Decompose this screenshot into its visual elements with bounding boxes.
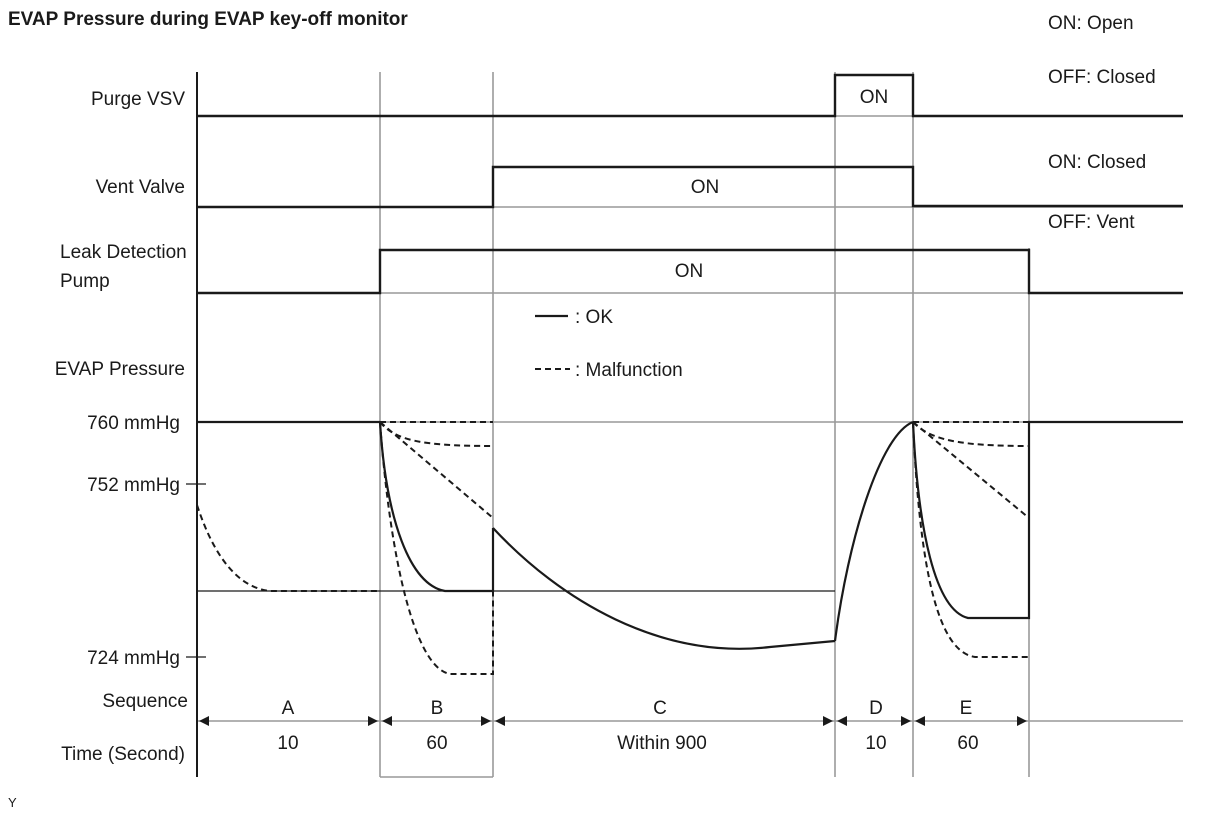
sequence-row-label: Sequence <box>102 691 188 712</box>
pressure-ok-traces <box>197 420 1183 650</box>
phase-d-name: D <box>869 698 883 719</box>
footer-mark: Y <box>8 795 17 810</box>
diagram-title: EVAP Pressure during EVAP key-off monito… <box>8 9 408 30</box>
phase-b-time: 60 <box>426 733 447 754</box>
mal-e-linear <box>912 421 1030 519</box>
pressure-level-752: 752 mmHg <box>87 475 180 496</box>
vent-valve-label: Vent Valve <box>96 177 185 198</box>
sequence-arrows <box>199 716 1027 726</box>
vent-on-note: ON: Closed <box>1048 152 1146 173</box>
leak-pump-label-line1: Leak Detection <box>60 242 187 263</box>
phase-c-name: C <box>653 698 667 719</box>
mal-segment-a <box>196 504 380 592</box>
ok-segment-e <box>911 420 1183 620</box>
arrow-d-left <box>837 716 847 726</box>
ok-segment-c <box>492 527 836 650</box>
mal-e-deep <box>912 421 1029 658</box>
phase-a-name: A <box>282 698 295 719</box>
vent-valve-on-label: ON <box>691 177 720 198</box>
phase-c-time: Within 900 <box>617 733 707 754</box>
ok-segment-d <box>833 420 914 642</box>
pressure-level-760: 760 mmHg <box>87 413 180 434</box>
arrow-a-left <box>199 716 209 726</box>
arrow-b-right <box>481 716 491 726</box>
phase-d-time: 10 <box>865 733 886 754</box>
pressure-malfunction-traces <box>196 421 1030 675</box>
phase-e-name: E <box>960 698 973 719</box>
arrow-c-left <box>495 716 505 726</box>
mal-e-small-drop <box>912 421 1030 447</box>
phase-a-time: 10 <box>277 733 298 754</box>
arrow-a-right <box>368 716 378 726</box>
legend-malfunction-label: : Malfunction <box>575 360 683 381</box>
purge-on-note: ON: Open <box>1048 13 1134 34</box>
mal-b-deep <box>379 421 494 675</box>
legend-ok-label: : OK <box>575 307 613 328</box>
phase-e-time: 60 <box>957 733 978 754</box>
time-row-label: Time (Second) <box>61 744 185 765</box>
vent-valve-trace <box>197 165 1183 209</box>
leak-pump-label-line2: Pump <box>60 271 110 292</box>
purge-vsv-trace <box>197 73 1183 118</box>
ok-segment-b <box>378 421 495 593</box>
arrow-c-right <box>823 716 833 726</box>
leak-pump-on-label: ON <box>675 261 704 282</box>
purge-vsv-on-label: ON <box>860 87 889 108</box>
arrow-d-right <box>901 716 911 726</box>
arrow-b-left <box>382 716 392 726</box>
purge-vsv-label: Purge VSV <box>91 89 185 110</box>
leak-pump-trace <box>197 248 1183 295</box>
purge-off-note: OFF: Closed <box>1048 67 1156 88</box>
vent-off-note: OFF: Vent <box>1048 212 1135 233</box>
arrow-e-right <box>1017 716 1027 726</box>
phase-b-name: B <box>431 698 444 719</box>
mal-b-linear <box>379 421 494 519</box>
evap-pressure-label: EVAP Pressure <box>55 359 185 380</box>
arrow-e-left <box>915 716 925 726</box>
mal-b-small-drop <box>379 421 494 447</box>
pressure-level-724: 724 mmHg <box>87 648 180 669</box>
